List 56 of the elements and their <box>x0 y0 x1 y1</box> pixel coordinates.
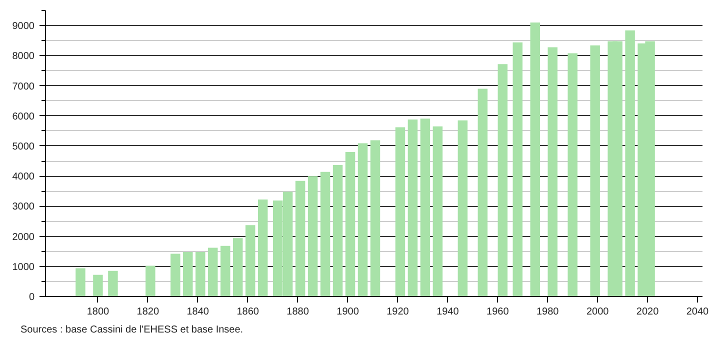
bar <box>295 180 306 296</box>
x-tick-label: 1940 <box>436 306 460 318</box>
y-tick-label: 1000 <box>12 262 35 273</box>
x-tick-label: 1900 <box>336 306 360 318</box>
bar <box>498 64 508 296</box>
y-tick-label: 2000 <box>12 232 35 243</box>
bar <box>432 126 443 296</box>
bar <box>93 274 103 296</box>
bar <box>345 152 356 296</box>
bar <box>308 176 318 296</box>
y-tick-label: 4000 <box>12 172 35 183</box>
bar <box>170 254 180 296</box>
y-tick-label: 8000 <box>12 51 35 62</box>
bar <box>220 246 230 296</box>
y-tick-label: 5000 <box>12 141 35 152</box>
bar <box>76 268 86 296</box>
y-tick-label: 9000 <box>12 21 35 32</box>
x-tick-label: 1840 <box>186 306 210 318</box>
bar <box>108 270 118 296</box>
x-tick-label: 1980 <box>536 306 560 318</box>
x-tick-label: 2000 <box>586 306 610 318</box>
x-tick-label: 1860 <box>236 306 260 318</box>
bar <box>568 53 578 296</box>
y-tick-label: 6000 <box>12 111 35 122</box>
bar <box>146 266 156 296</box>
x-tick-label: 2040 <box>686 306 710 318</box>
bar <box>478 88 488 296</box>
bar <box>420 118 430 296</box>
bar <box>258 200 268 296</box>
source-note: Sources : base Cassini de l'EHESS et base Insee. <box>20 324 244 336</box>
bar <box>183 252 193 296</box>
y-tick-label: 0 <box>28 292 35 303</box>
bar <box>358 143 368 296</box>
x-tick-label: 1880 <box>286 306 310 318</box>
bar <box>332 164 343 296</box>
x-tick-label: 1820 <box>136 306 160 318</box>
bar <box>395 127 406 296</box>
bar <box>245 225 256 296</box>
bar <box>208 248 218 296</box>
x-tick-label: 2020 <box>636 306 660 318</box>
bar <box>512 42 523 296</box>
x-tick-label: 1920 <box>386 306 410 318</box>
x-tick-label: 1800 <box>86 306 110 318</box>
bar <box>320 172 330 296</box>
bar <box>530 22 540 296</box>
bar <box>196 252 206 296</box>
bar <box>408 119 418 296</box>
bar <box>232 238 243 296</box>
y-tick-label: 3000 <box>12 202 35 213</box>
bar <box>548 47 558 296</box>
bar <box>590 45 600 296</box>
bar <box>625 30 635 296</box>
bar <box>370 140 380 296</box>
x-tick-label: 1960 <box>486 306 510 318</box>
bar <box>458 120 468 296</box>
y-tick-label: 7000 <box>12 81 35 92</box>
